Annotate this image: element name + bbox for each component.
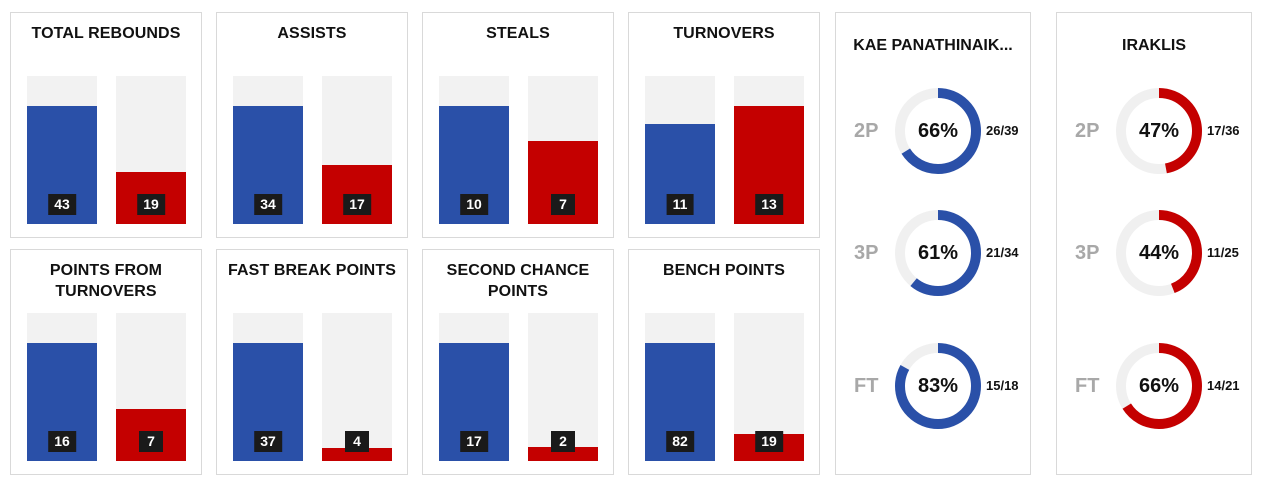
stat-title: BENCH POINTS [662, 262, 786, 279]
shot-row-3p: 3P 61% 21/34 [836, 208, 1030, 298]
home-value: 43 [48, 194, 76, 215]
stat-title: SECOND CHANCE POINTS [446, 262, 590, 300]
team-name: IRAKLIS [1122, 37, 1186, 54]
home-value: 82 [666, 431, 694, 452]
shot-type: 2P [854, 120, 879, 142]
home-value: 37 [254, 431, 282, 452]
shot-row-2p: 2P 47% 17/36 [1057, 86, 1251, 176]
away-bar-track: 19 [116, 76, 186, 224]
stat-card-steals: STEALS 10 7 [422, 12, 614, 238]
home-value: 17 [460, 431, 488, 452]
donut-arc [895, 210, 981, 296]
donut-arc [895, 343, 981, 429]
shot-row-3p: 3P 44% 11/25 [1057, 208, 1251, 298]
percentage-donut [1116, 88, 1202, 174]
home-value: 34 [254, 194, 282, 215]
away-value: 2 [551, 431, 575, 452]
shot-type: 3P [854, 242, 879, 264]
home-bar-track: 82 [645, 313, 715, 461]
stat-card-assists: ASSISTS 34 17 [216, 12, 408, 238]
away-bar-track: 13 [734, 76, 804, 224]
shot-type: 3P [1075, 242, 1100, 264]
away-bar-track: 17 [322, 76, 392, 224]
away-value: 17 [343, 194, 371, 215]
shot-made-attempted: 11/25 [1207, 245, 1239, 260]
away-bar-track: 7 [116, 313, 186, 461]
home-bar-track: 10 [439, 76, 509, 224]
away-bar-track: 7 [528, 76, 598, 224]
stat-card-second-chance-points: SECOND CHANCE POINTS 17 2 [422, 249, 614, 475]
shot-row-2p: 2P 66% 26/39 [836, 86, 1030, 176]
shot-type: FT [1075, 375, 1100, 397]
shooting-card-away: IRAKLIS 2P 47% 17/36 3P 44% 11/25 FT 66%… [1056, 12, 1252, 475]
home-bar-track: 37 [233, 313, 303, 461]
away-value: 7 [139, 431, 163, 452]
home-bar-track: 34 [233, 76, 303, 224]
away-bar-track: 19 [734, 313, 804, 461]
stat-title: TOTAL REBOUNDS [31, 25, 181, 42]
shot-type: 2P [1075, 120, 1100, 142]
shot-made-attempted: 17/36 [1207, 123, 1240, 138]
stat-title: ASSISTS [277, 25, 347, 42]
percentage-donut [1116, 343, 1202, 429]
percentage-donut [895, 88, 981, 174]
shot-percentage: 47% [1138, 120, 1180, 142]
shooting-card-home: KAE PANATHINAIK... 2P 66% 26/39 3P 61% 2… [835, 12, 1031, 475]
shot-made-attempted: 15/18 [986, 378, 1019, 393]
away-bar [322, 448, 392, 461]
stat-card-turnovers: TURNOVERS 11 13 [628, 12, 820, 238]
shot-made-attempted: 14/21 [1207, 378, 1240, 393]
stat-title: POINTS FROM TURNOVERS [49, 262, 163, 300]
home-bar-track: 11 [645, 76, 715, 224]
shot-percentage: 44% [1138, 242, 1180, 264]
stat-title: STEALS [486, 25, 550, 42]
away-value: 19 [137, 194, 165, 215]
percentage-donut [895, 343, 981, 429]
stat-card-total-rebounds: TOTAL REBOUNDS 43 19 [10, 12, 202, 238]
away-bar-track: 4 [322, 313, 392, 461]
home-bar-track: 16 [27, 313, 97, 461]
home-bar-track: 17 [439, 313, 509, 461]
percentage-donut [895, 210, 981, 296]
away-value: 13 [755, 194, 783, 215]
away-bar-track: 2 [528, 313, 598, 461]
shot-type: FT [854, 375, 879, 397]
shot-percentage: 66% [1138, 375, 1180, 397]
home-value: 10 [460, 194, 488, 215]
shot-made-attempted: 21/34 [986, 245, 1019, 260]
shot-percentage: 61% [917, 242, 959, 264]
shot-row-ft: FT 83% 15/18 [836, 341, 1030, 431]
stat-title: FAST BREAK POINTS [228, 262, 396, 279]
stat-card-points-from-turnovers: POINTS FROM TURNOVERS 16 7 [10, 249, 202, 475]
shot-row-ft: FT 66% 14/21 [1057, 341, 1251, 431]
home-value: 16 [48, 431, 76, 452]
donut-arc [1116, 343, 1202, 429]
donut-arc [1116, 88, 1202, 174]
home-bar-track: 43 [27, 76, 97, 224]
percentage-donut [1116, 210, 1202, 296]
home-value: 11 [666, 194, 694, 215]
shot-percentage: 83% [917, 375, 959, 397]
shot-made-attempted: 26/39 [986, 123, 1019, 138]
donut-arc [895, 88, 981, 174]
away-bar [528, 447, 598, 461]
donut-arc [1116, 210, 1202, 296]
team-name: KAE PANATHINAIK... [853, 37, 1013, 54]
stat-card-bench-points: BENCH POINTS 82 19 [628, 249, 820, 475]
stat-title: TURNOVERS [673, 25, 775, 42]
away-value: 4 [345, 431, 369, 452]
away-value: 19 [755, 431, 783, 452]
stat-card-fast-break-points: FAST BREAK POINTS 37 4 [216, 249, 408, 475]
away-value: 7 [551, 194, 575, 215]
shot-percentage: 66% [917, 120, 959, 142]
